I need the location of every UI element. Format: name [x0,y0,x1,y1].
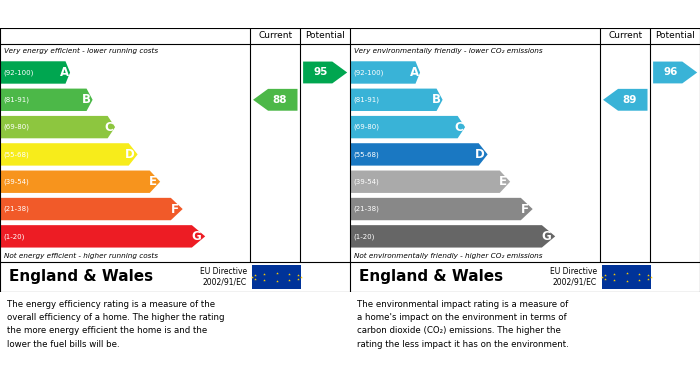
Text: Environmental Impact (CO₂) Rating: Environmental Impact (CO₂) Rating [358,7,621,20]
Text: 89: 89 [622,95,637,105]
Text: (39-54): (39-54) [354,178,379,185]
Text: 88: 88 [272,95,287,105]
Text: Not energy efficient - higher running costs: Not energy efficient - higher running co… [4,253,158,259]
Polygon shape [350,89,442,111]
Text: Potential: Potential [305,32,345,41]
Text: F: F [521,203,529,215]
Text: C: C [104,120,113,134]
Polygon shape [653,61,697,83]
Text: England & Wales: England & Wales [8,269,153,285]
Polygon shape [350,61,420,84]
Text: (21-38): (21-38) [354,206,379,212]
Text: (69-80): (69-80) [4,124,29,130]
Text: (1-20): (1-20) [354,233,375,240]
Text: (92-100): (92-100) [4,69,34,76]
Text: (81-91): (81-91) [354,97,379,103]
Text: C: C [454,120,463,134]
Polygon shape [350,225,555,248]
Text: Potential: Potential [655,32,695,41]
Text: E: E [499,175,507,188]
Text: (81-91): (81-91) [4,97,29,103]
Text: (92-100): (92-100) [354,69,384,76]
Polygon shape [603,89,648,111]
Polygon shape [0,143,138,166]
Polygon shape [0,116,115,138]
Text: Very energy efficient - lower running costs: Very energy efficient - lower running co… [4,48,158,54]
Polygon shape [350,198,533,220]
Text: (55-68): (55-68) [354,151,379,158]
Text: Current: Current [258,32,293,41]
Text: Energy Efficiency Rating: Energy Efficiency Rating [8,7,192,20]
Polygon shape [350,170,510,193]
Text: 95: 95 [314,68,328,77]
Text: Current: Current [608,32,643,41]
Text: B: B [82,93,91,106]
Text: D: D [125,148,135,161]
Text: G: G [192,230,201,243]
Text: EU Directive
2002/91/EC: EU Directive 2002/91/EC [550,267,596,287]
Polygon shape [350,116,465,138]
Text: B: B [432,93,441,106]
Text: E: E [149,175,157,188]
Text: D: D [475,148,485,161]
Text: Very environmentally friendly - lower CO₂ emissions: Very environmentally friendly - lower CO… [354,48,542,54]
Bar [252,265,301,289]
Text: (39-54): (39-54) [4,178,29,185]
Text: (55-68): (55-68) [4,151,29,158]
Text: EU Directive
2002/91/EC: EU Directive 2002/91/EC [199,267,246,287]
Text: England & Wales: England & Wales [358,269,503,285]
Polygon shape [350,143,488,166]
Text: F: F [171,203,179,215]
Text: (21-38): (21-38) [4,206,29,212]
Text: (1-20): (1-20) [4,233,25,240]
Polygon shape [0,170,160,193]
Text: 96: 96 [664,68,678,77]
Text: A: A [60,66,69,79]
Polygon shape [253,89,298,111]
Text: The environmental impact rating is a measure of
a home's impact on the environme: The environmental impact rating is a mea… [357,300,568,348]
Text: G: G [542,230,551,243]
Polygon shape [0,61,70,84]
Bar [602,265,651,289]
Text: A: A [410,66,419,79]
Text: (69-80): (69-80) [354,124,379,130]
Polygon shape [0,225,205,248]
Polygon shape [0,198,183,220]
Text: Not environmentally friendly - higher CO₂ emissions: Not environmentally friendly - higher CO… [354,253,542,259]
Polygon shape [0,89,92,111]
Text: The energy efficiency rating is a measure of the
overall efficiency of a home. T: The energy efficiency rating is a measur… [7,300,225,348]
Polygon shape [303,61,347,83]
